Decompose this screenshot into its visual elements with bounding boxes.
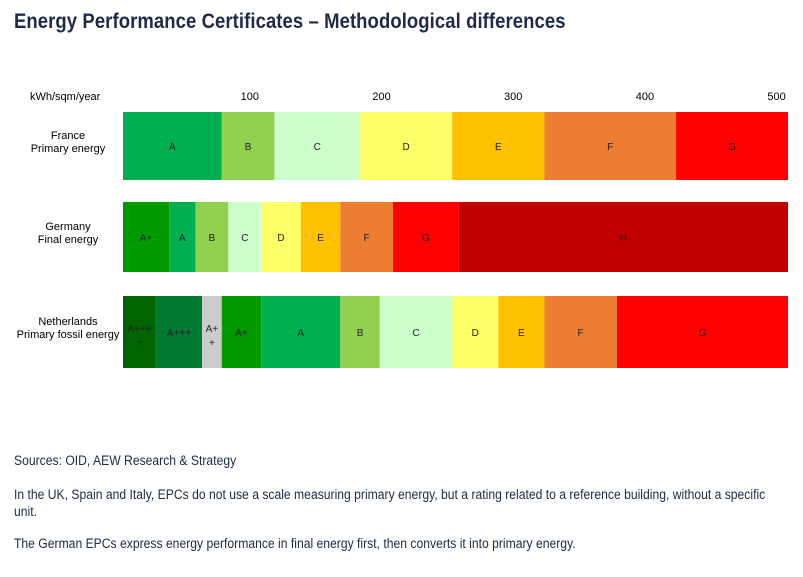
x-tick-label: 300: [504, 91, 522, 103]
row-label: France: [51, 130, 85, 142]
segment-label: H: [620, 233, 627, 244]
segment-label: F: [364, 233, 370, 244]
segment-label: A: [179, 233, 186, 244]
x-tick-label: 500: [767, 91, 785, 103]
segment-label: G: [728, 142, 736, 153]
bar-segment: [340, 296, 380, 368]
bar-segment: [274, 112, 361, 180]
row-label: Germany: [45, 221, 91, 233]
bar-segment: [392, 202, 459, 272]
bar-segment: [169, 202, 196, 272]
segment-label: D: [403, 142, 410, 153]
segment-label: G: [699, 328, 707, 339]
bar-segment: [123, 112, 222, 180]
segment-label: A+: [140, 233, 153, 244]
row-label: Primary energy: [31, 143, 106, 155]
sources-note: Sources: OID, AEW Research & Strategy: [14, 453, 237, 468]
row-label: Final energy: [38, 234, 99, 246]
segment-label: F: [607, 142, 613, 153]
segment-label: A+: [206, 324, 219, 335]
bar-segment: [261, 202, 301, 272]
segment-label: B: [357, 328, 364, 339]
bar-segment: [340, 202, 393, 272]
bar-segment: [544, 296, 617, 368]
segment-label: +: [209, 338, 215, 349]
x-axis-label: kWh/sqm/year: [30, 91, 101, 103]
bar-segment: [202, 296, 222, 368]
bar-segment: [123, 202, 170, 272]
segment-label: B: [209, 233, 216, 244]
bar-segment: [221, 296, 262, 368]
page-title: Energy Performance Certificates – Method…: [14, 10, 566, 33]
segment-label: D: [277, 233, 284, 244]
segment-label: D: [472, 328, 479, 339]
x-tick-label: 400: [636, 91, 654, 103]
row-label: Netherlands: [38, 316, 98, 328]
segment-label: A+: [235, 328, 248, 339]
segment-label: A: [297, 328, 304, 339]
bar-segment: [676, 112, 788, 180]
segment-label: A: [169, 142, 176, 153]
segment-label: E: [518, 328, 525, 339]
bar-segment: [123, 296, 156, 368]
row-label: Primary fossil energy: [17, 329, 120, 341]
segment-label: +: [137, 338, 143, 349]
segment-label: E: [495, 142, 502, 153]
segment-label: E: [317, 233, 324, 244]
x-tick-label: 100: [241, 91, 259, 103]
germany-note: The German EPCs express energy performan…: [14, 536, 576, 551]
bar-segment: [195, 202, 229, 272]
bar-segment: [221, 112, 275, 180]
bar-segment: [452, 112, 545, 180]
bar-segment: [155, 296, 203, 368]
segment-label: G: [422, 233, 430, 244]
segment-label: C: [314, 142, 321, 153]
bar-segment: [544, 112, 677, 180]
segment-label: C: [412, 328, 419, 339]
uk-spain-italy-note: In the UK, Spain and Italy, EPCs do not …: [14, 487, 766, 519]
bar-segment: [228, 202, 262, 272]
segment-label: B: [245, 142, 252, 153]
bar-segment: [498, 296, 545, 368]
segment-label: C: [241, 233, 248, 244]
bar-segment: [452, 296, 499, 368]
x-tick-label: 200: [372, 91, 390, 103]
bar-segment: [616, 296, 788, 368]
bar-segment: [458, 202, 788, 272]
bar-segment: [379, 296, 453, 368]
segment-label: F: [578, 328, 584, 339]
bar-segment: [261, 296, 341, 368]
segment-label: A+++: [167, 328, 191, 339]
segment-label: A+++: [127, 324, 151, 335]
epc-chart: kWh/sqm/year 100 200 300 400 500FrancePrimary…: [17, 91, 788, 368]
bar-segment: [300, 202, 341, 272]
bar-segment: [360, 112, 453, 180]
